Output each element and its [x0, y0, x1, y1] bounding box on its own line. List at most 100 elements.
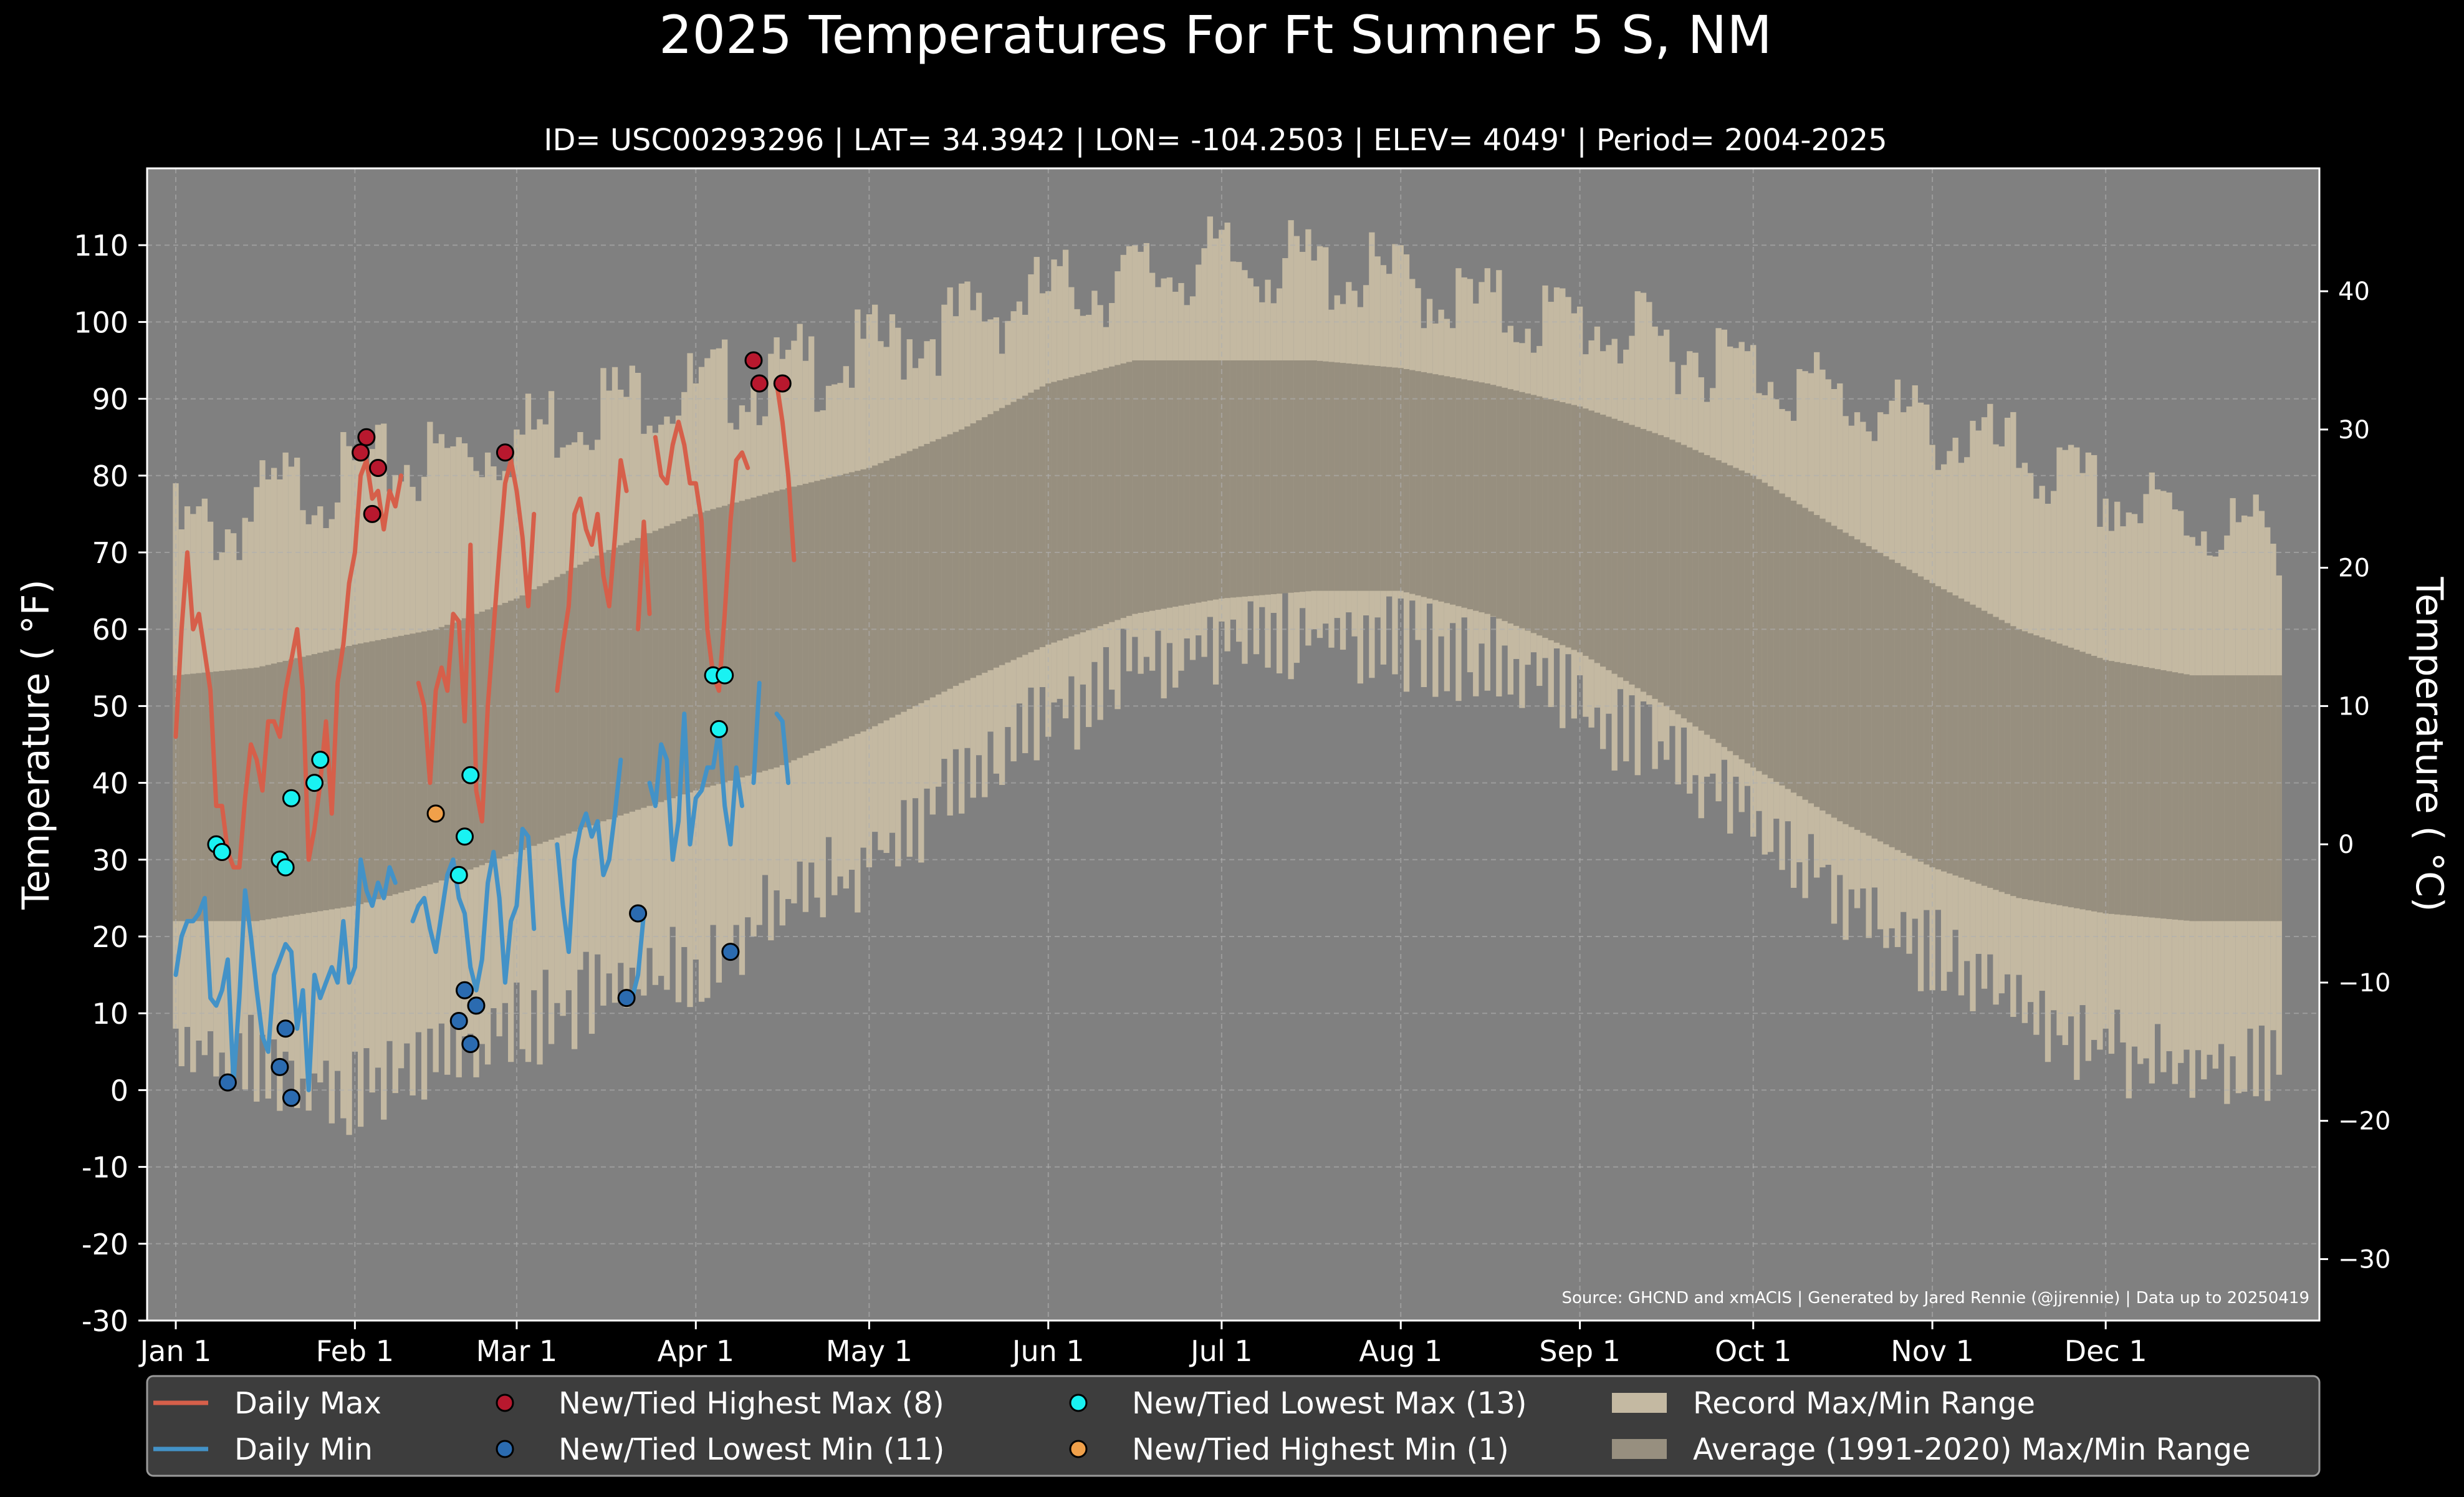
average-range-bar	[415, 632, 421, 888]
average-range-bar	[716, 507, 722, 784]
average-range-bar	[976, 420, 982, 676]
lowest-min-marker	[467, 996, 486, 1015]
average-range-bar	[722, 506, 728, 782]
legend-box	[146, 1375, 2321, 1477]
average-range-bar	[300, 657, 306, 914]
average-range-bar	[1588, 410, 1594, 660]
x-tick-label: Dec 1	[2064, 1334, 2147, 1368]
average-range-bar	[1397, 368, 1404, 591]
average-range-bar	[1189, 360, 1196, 604]
average-range-bar	[560, 574, 566, 836]
average-range-bar	[1473, 381, 1479, 611]
average-range-bar	[687, 516, 693, 792]
average-range-bar	[1507, 389, 1514, 623]
average-range-bar	[814, 481, 820, 751]
average-range-bar	[1553, 400, 1560, 643]
average-range-bar	[588, 558, 595, 826]
average-range-bar	[1652, 433, 1658, 699]
daily-min-line	[410, 827, 537, 993]
average-range-bar	[1606, 416, 1612, 670]
average-range-bar	[1692, 450, 1699, 727]
average-range-bar	[1738, 470, 1745, 759]
daily-max-line	[555, 458, 629, 693]
average-range-bar	[1733, 468, 1739, 756]
right-y-axis: −30 −20 −10 0 10 20 30 40	[2319, 277, 2390, 1274]
left-y-tick-label: 110	[74, 229, 128, 262]
daily-series	[173, 381, 797, 1092]
average-range-bar	[1138, 360, 1144, 613]
daily-max-line	[774, 381, 797, 562]
left-y-tick-label: 10	[92, 997, 128, 1031]
average-range-bar	[918, 446, 924, 703]
daily-min-line	[647, 711, 744, 862]
average-range-bar	[247, 668, 254, 922]
average-range-bar	[2016, 629, 2022, 898]
average-range-bar	[323, 651, 329, 910]
average-range-bar	[1115, 365, 1121, 620]
average-range-bar	[259, 666, 266, 920]
average-range-bar	[1166, 360, 1173, 608]
average-range-bar	[635, 537, 641, 810]
highest-max-marker	[357, 428, 376, 446]
highest-max-marker	[496, 443, 514, 462]
right-y-tick-label: 10	[2338, 692, 2370, 721]
average-range-bar	[1155, 360, 1161, 610]
average-range-bar	[1889, 559, 1895, 847]
average-range-bar	[2160, 670, 2167, 919]
average-range-bar	[1773, 489, 1780, 782]
average-range-bar	[710, 509, 716, 786]
average-range-bar	[652, 531, 659, 804]
average-range-bar	[1600, 415, 1606, 667]
average-range-bar	[606, 550, 612, 820]
left-y-axis-label: Temperature ( °F)	[14, 579, 58, 910]
average-range-bar	[1525, 393, 1531, 631]
average-range-bar	[1438, 375, 1444, 602]
average-range-bar	[2201, 675, 2207, 922]
average-range-bar	[2172, 672, 2179, 920]
legend-dot-swatch	[1069, 1440, 1088, 1458]
average-range-bar	[941, 436, 947, 692]
average-range-bar	[2085, 653, 2092, 911]
average-range-bar	[1132, 360, 1138, 614]
average-range-bar	[1496, 386, 1502, 619]
average-range-bar	[1091, 371, 1098, 628]
average-range-bar	[1432, 374, 1439, 600]
average-range-bar	[444, 625, 451, 878]
average-range-bar	[1074, 375, 1080, 635]
left-y-tick-label: 0	[110, 1074, 128, 1107]
average-range-bar	[1178, 360, 1184, 606]
average-range-bar	[2045, 639, 2051, 903]
average-range-bar	[1767, 486, 1774, 779]
right-y-tick-label: 0	[2338, 830, 2354, 859]
average-range-bar	[404, 635, 410, 891]
right-y-tick-label: −10	[2338, 969, 2390, 998]
average-range-bar	[2258, 675, 2265, 922]
average-range-bar	[2079, 652, 2086, 910]
legend-label: Record Max/Min Range	[1693, 1386, 2035, 1421]
average-range-bar	[2224, 675, 2230, 922]
average-range-bar	[1634, 426, 1641, 688]
left-y-tick-label: 60	[92, 613, 128, 647]
legend-patch-swatch	[1612, 1439, 1667, 1459]
average-range-bar	[1814, 515, 1820, 807]
average-range-bar	[1917, 576, 1924, 862]
average-range-bar	[2126, 664, 2132, 916]
average-range-bar	[641, 536, 647, 808]
average-range-bar	[271, 663, 277, 919]
average-range-bar	[340, 647, 347, 908]
average-range-bar	[1143, 360, 1150, 612]
average-range-bar	[1750, 475, 1757, 768]
average-range-bar	[2039, 637, 2045, 902]
average-range-bar	[363, 642, 370, 903]
average-range-bar	[1924, 579, 1930, 865]
average-range-bar	[398, 635, 405, 893]
average-range-bar	[1270, 360, 1277, 594]
average-range-bar	[1097, 369, 1103, 627]
average-range-bar	[196, 673, 202, 922]
average-range-bar	[282, 660, 289, 917]
average-range-bar	[1380, 366, 1387, 591]
daily-min-line	[555, 758, 623, 955]
average-range-bar	[1675, 442, 1681, 715]
average-range-bar	[1282, 360, 1288, 594]
average-range-bar	[1109, 366, 1115, 622]
